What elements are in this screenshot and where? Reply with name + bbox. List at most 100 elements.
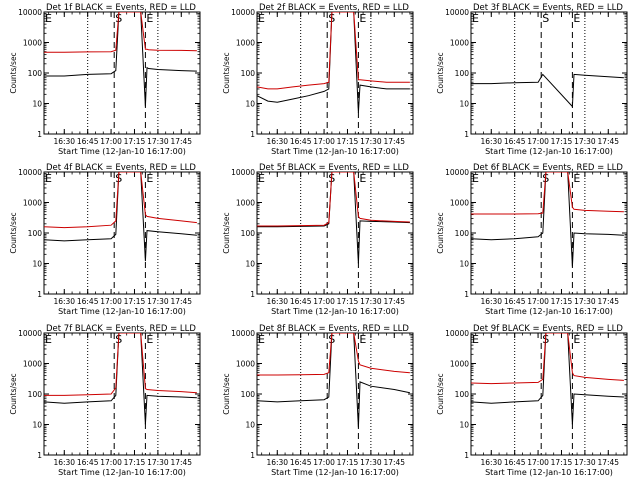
chart-title: Det 1f BLACK = Events, RED = LLD <box>46 3 196 13</box>
chart-title: Det 9f BLACK = Events, RED = LLD <box>473 324 623 334</box>
x-tick-label: 17:00 <box>313 137 335 146</box>
x-tick-label: 17:45 <box>597 297 619 306</box>
x-tick-label: 16:45 <box>77 297 99 306</box>
x-axis-label: Start Time (12-Jan-10 16:17:00) <box>271 468 399 477</box>
x-tick-label: 17:30 <box>147 458 169 467</box>
y-tick-label: 10 <box>32 260 42 269</box>
x-tick-label: 17:45 <box>170 458 192 467</box>
y-tick-label: 100 <box>28 390 43 399</box>
y-tick-label: 1 <box>37 451 42 460</box>
marker-label: E <box>146 172 153 185</box>
x-axis-label: Start Time (12-Jan-10 16:17:00) <box>485 307 613 316</box>
y-tick-label: 10000 <box>445 168 469 177</box>
x-tick-label: 16:45 <box>77 137 99 146</box>
x-tick-label: 16:30 <box>53 137 75 146</box>
series-line-events <box>257 172 410 264</box>
x-tick-label: 16:30 <box>480 458 502 467</box>
y-axis-label: Counts/sec <box>436 212 445 253</box>
x-tick-label: 17:00 <box>527 297 549 306</box>
x-tick-label: 17:00 <box>527 137 549 146</box>
series-line-lld <box>44 12 197 53</box>
y-tick-label: 10 <box>245 100 255 109</box>
x-tick-label: 17:15 <box>337 297 359 306</box>
y-tick-label: 10 <box>32 100 42 109</box>
y-tick-label: 1000 <box>236 360 255 369</box>
series-line-events <box>471 172 624 267</box>
x-tick-label: 17:00 <box>100 458 122 467</box>
marker-label: E <box>359 333 366 346</box>
x-tick-label: 16:30 <box>53 297 75 306</box>
plot-frame <box>256 332 414 456</box>
x-tick-label: 17:00 <box>527 458 549 467</box>
y-tick-label: 1 <box>464 451 469 460</box>
x-axis-label: Start Time (12-Jan-10 16:17:00) <box>58 147 186 156</box>
y-axis-label: Counts/sec <box>222 52 231 93</box>
x-tick-label: 17:15 <box>124 458 146 467</box>
x-tick-label: 17:45 <box>597 137 619 146</box>
y-axis-label: Counts/sec <box>9 52 18 93</box>
x-tick-label: 16:30 <box>266 297 288 306</box>
series-line-events <box>257 333 411 428</box>
y-tick-label: 1000 <box>236 199 255 208</box>
plot-frame <box>470 332 628 456</box>
plot-frame <box>43 332 201 456</box>
y-tick-label: 1 <box>37 130 42 139</box>
y-tick-label: 100 <box>455 390 470 399</box>
marker-label: E <box>573 12 580 25</box>
y-tick-label: 1000 <box>23 360 42 369</box>
y-tick-label: 10 <box>459 260 469 269</box>
x-tick-label: 16:30 <box>480 297 502 306</box>
x-tick-label: 17:30 <box>574 297 596 306</box>
x-tick-label: 17:30 <box>360 297 382 306</box>
x-tick-label: 17:45 <box>597 458 619 467</box>
marker-label: E <box>359 12 366 25</box>
y-tick-label: 1000 <box>23 199 42 208</box>
x-tick-label: 17:45 <box>383 297 405 306</box>
marker-label: S <box>542 12 549 25</box>
y-tick-label: 100 <box>28 69 43 78</box>
plot-frame <box>43 11 201 135</box>
y-tick-label: 1000 <box>23 39 42 48</box>
series-line-lld <box>471 333 624 385</box>
y-tick-label: 1 <box>464 290 469 299</box>
x-tick-label: 16:30 <box>53 458 75 467</box>
x-tick-label: 17:30 <box>147 137 169 146</box>
marker-label: E <box>45 172 52 185</box>
y-tick-label: 10 <box>459 421 469 430</box>
chart-title: Det 2f BLACK = Events, RED = LLD <box>259 3 409 13</box>
chart-title: Det 6f BLACK = Events, RED = LLD <box>473 163 623 173</box>
x-tick-label: 17:00 <box>100 137 122 146</box>
y-tick-label: 10000 <box>445 8 469 17</box>
y-axis-label: Counts/sec <box>222 373 231 414</box>
plot-frame <box>256 11 414 135</box>
x-tick-label: 17:30 <box>360 458 382 467</box>
y-tick-label: 10 <box>32 421 42 430</box>
marker-label: E <box>573 333 580 346</box>
y-tick-label: 10000 <box>18 329 42 338</box>
x-tick-label: 16:45 <box>77 458 99 467</box>
x-tick-label: 17:45 <box>383 458 405 467</box>
y-tick-label: 100 <box>28 229 43 238</box>
y-tick-label: 1 <box>250 130 255 139</box>
chart-title: Det 8f BLACK = Events, RED = LLD <box>259 324 409 334</box>
x-tick-label: 17:15 <box>124 137 146 146</box>
series-line-lld <box>44 172 197 229</box>
y-tick-label: 100 <box>455 229 470 238</box>
series-line-lld <box>471 172 624 215</box>
series-line-events <box>44 333 197 425</box>
x-tick-label: 16:30 <box>266 137 288 146</box>
x-axis-label: Start Time (12-Jan-10 16:17:00) <box>485 468 613 477</box>
x-tick-label: 16:30 <box>480 137 502 146</box>
x-tick-label: 17:45 <box>383 137 405 146</box>
plot-frame <box>256 171 414 295</box>
y-tick-label: 10000 <box>231 329 255 338</box>
x-tick-label: 16:45 <box>504 458 526 467</box>
x-tick-label: 17:00 <box>313 297 335 306</box>
marker-label: E <box>146 333 153 346</box>
y-axis-label: Counts/sec <box>436 373 445 414</box>
marker-label: E <box>573 172 580 185</box>
